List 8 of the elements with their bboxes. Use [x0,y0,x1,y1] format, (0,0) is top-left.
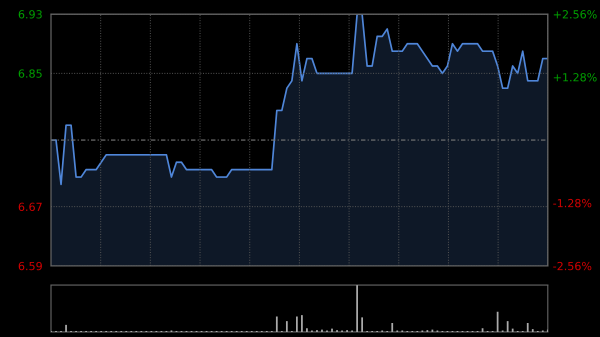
y2-tick-label: +2.56% [554,10,597,19]
y2-tick-label: -1.28% [553,198,592,208]
y-tick-label: 6.93 [18,10,42,19]
y2-tick-label: +1.28% [554,73,597,82]
y-tick-label: 6.67 [18,202,42,212]
y-tick-label: 6.85 [18,69,42,78]
y-tick-label: 6.59 [18,262,42,270]
y2-tick-label: -2.56% [553,262,592,270]
